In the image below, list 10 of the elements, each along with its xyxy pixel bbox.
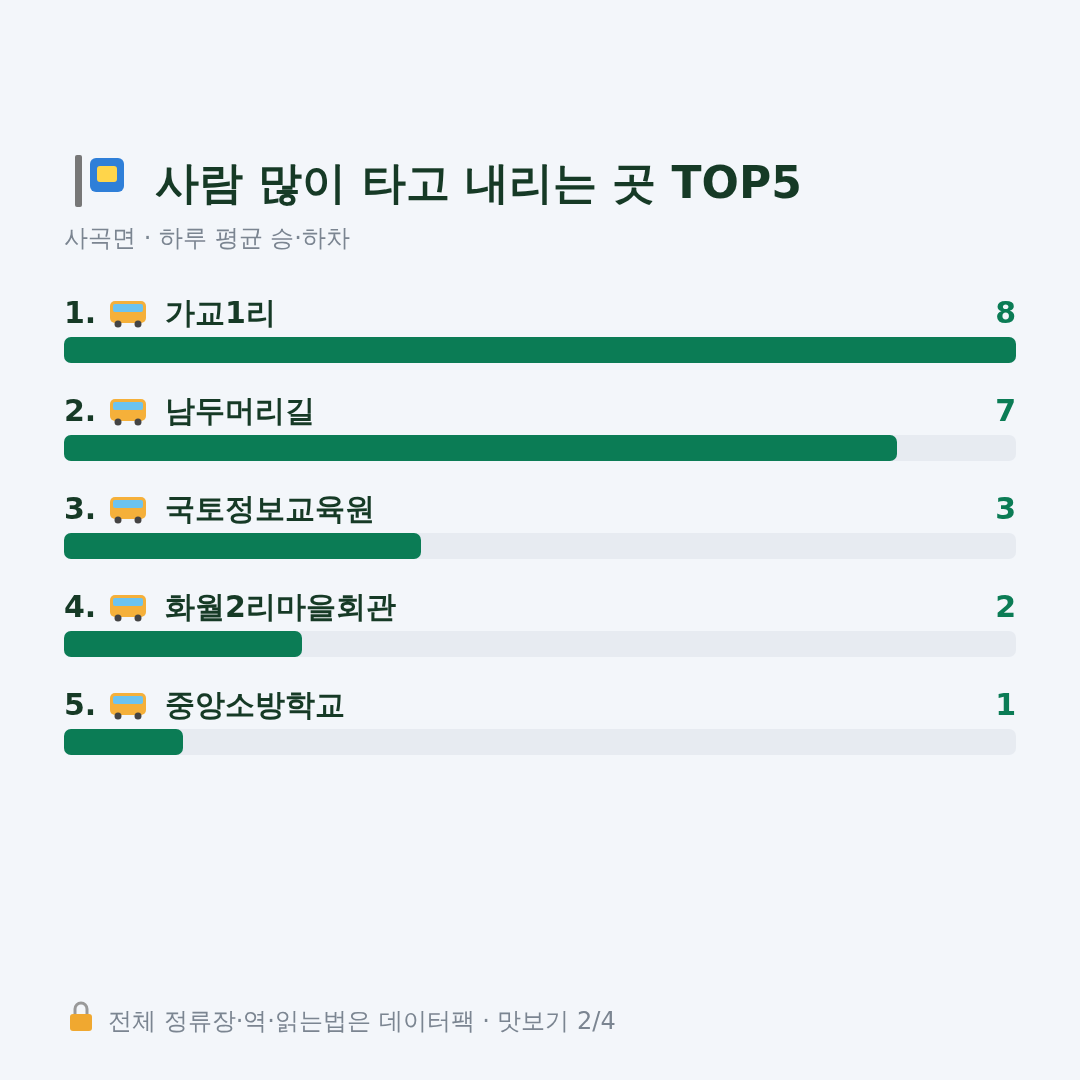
chart-title: 사람 많이 타고 내리는 곳 TOP5: [155, 157, 802, 208]
data-label: 1: [995, 687, 1016, 722]
data-label: 7: [995, 393, 1016, 428]
bar: [64, 631, 302, 657]
data-label: 3: [995, 491, 1016, 526]
chart-subtitle: 사곡면 · 하루 평균 승·하차: [64, 224, 350, 252]
data-label: 2: [995, 589, 1016, 624]
data-label: 8: [995, 295, 1016, 330]
text: 전체 정류장·역·읽는법은 데이터팩 · 맛보기 2/4: [108, 1007, 616, 1035]
bar: [64, 729, 183, 755]
